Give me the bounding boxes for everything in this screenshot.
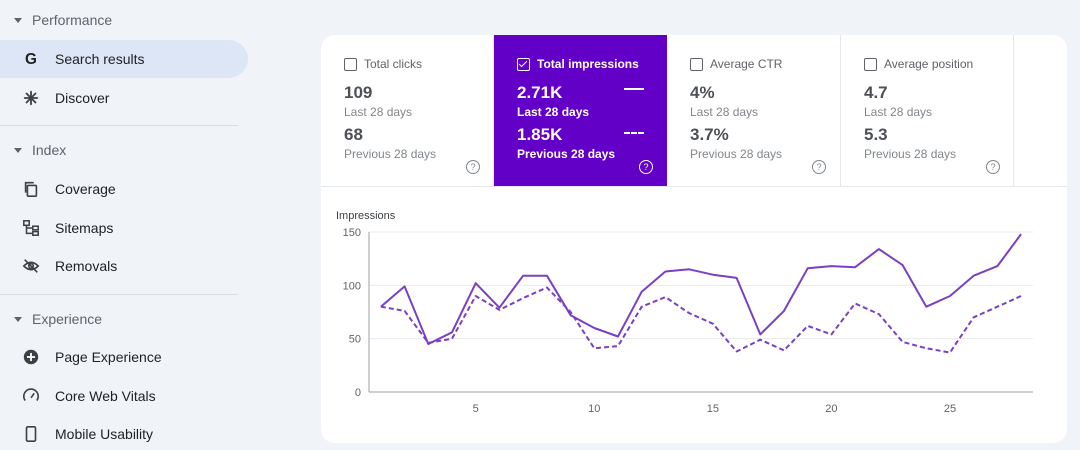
sidebar-item-core-web-vitals[interactable]: Core Web Vitals: [0, 377, 248, 415]
x-tick-label: 20: [825, 403, 837, 415]
series-line-previous: [380, 286, 1022, 354]
metric-previous-period: Previous 28 days: [690, 147, 783, 161]
y-tick-label: 100: [343, 280, 361, 292]
metric-current-value: 109: [344, 83, 373, 102]
y-tick-label: 0: [355, 387, 361, 399]
metric-label: Total impressions: [537, 57, 639, 71]
sidebar: Performance G Search results Discover In…: [0, 0, 300, 450]
metric-current-period: Last 28 days: [344, 105, 413, 119]
sidebar-item-removals[interactable]: Removals: [0, 247, 248, 285]
series: [380, 233, 1022, 354]
check-icon: [518, 58, 528, 67]
sidebar-item-label: Core Web Vitals: [55, 388, 156, 404]
metric-current-period: Last 28 days: [690, 105, 759, 119]
series-line-current: [380, 233, 1022, 345]
metric-current-value: 4%: [690, 83, 715, 102]
metric-current-period: Last 28 days: [517, 105, 590, 119]
copy-pages-icon: [21, 179, 41, 199]
metric-current-value: 2.71K: [517, 83, 563, 102]
grid: [369, 231, 1033, 393]
solid-line-legend-icon: [624, 88, 644, 90]
x-tick-label: 25: [944, 403, 956, 415]
metric-label: Average position: [884, 57, 974, 71]
metric-total-clicks[interactable]: Total clicks 109 Last 28 days 68 Previou…: [321, 35, 494, 186]
metric-current-value: 4.7: [864, 83, 888, 102]
sidebar-item-mobile-usability[interactable]: Mobile Usability: [0, 415, 248, 450]
divider: [321, 186, 1067, 187]
section-title: Performance: [32, 12, 113, 28]
phone-icon: [21, 424, 41, 444]
metric-previous-value: 3.7%: [690, 125, 729, 144]
sidebar-item-sitemaps[interactable]: Sitemaps: [0, 209, 248, 247]
sidebar-item-label: Discover: [55, 90, 110, 106]
sidebar-item-discover[interactable]: Discover: [0, 79, 248, 117]
sitemap-icon: [21, 218, 41, 238]
sidebar-item-label: Coverage: [55, 181, 116, 197]
metric-current-period: Last 28 days: [864, 105, 933, 119]
metric-previous-period: Previous 28 days: [344, 147, 437, 161]
sidebar-item-label: Search results: [55, 51, 145, 67]
metric-average-ctr[interactable]: Average CTR 4% Last 28 days 3.7% Previou…: [667, 35, 841, 186]
section-index[interactable]: Index: [0, 135, 66, 165]
sidebar-item-label: Mobile Usability: [55, 426, 154, 442]
sidebar-item-search-results[interactable]: G Search results: [0, 40, 248, 78]
asterisk-icon: [21, 88, 41, 108]
y-axis-label: Impressions: [336, 210, 396, 222]
metric-total-impressions[interactable]: Total impressions 2.71K Last 28 days 1.8…: [494, 35, 667, 186]
help-icon[interactable]: ?: [466, 160, 480, 174]
eye-off-icon: [21, 256, 41, 276]
metric-previous-value: 68: [344, 125, 363, 144]
metric-label: Total clicks: [364, 57, 423, 71]
performance-card: Total clicks 109 Last 28 days 68 Previou…: [321, 35, 1067, 443]
caret-down-icon: [14, 17, 22, 23]
sidebar-item-page-experience[interactable]: Page Experience: [0, 338, 248, 376]
checkbox[interactable]: [690, 57, 703, 71]
section-performance[interactable]: Performance: [0, 5, 112, 35]
x-tick-label: 5: [473, 403, 479, 415]
metric-previous-period: Previous 28 days: [864, 147, 957, 161]
sidebar-item-label: Removals: [55, 258, 118, 274]
help-icon[interactable]: ?: [986, 160, 1000, 174]
divider: [0, 294, 238, 295]
y-tick-label: 150: [343, 227, 361, 239]
checkbox[interactable]: [864, 57, 877, 71]
caret-down-icon: [14, 147, 22, 153]
metric-label: Average CTR: [710, 57, 783, 71]
y-tick-label: 50: [349, 334, 361, 346]
metric-previous-period: Previous 28 days: [517, 147, 616, 161]
impressions-chart[interactable]: Impressions 0 50 100 150 5 10 15 20 25: [321, 200, 1067, 443]
x-tick-label: 10: [588, 403, 600, 415]
caret-down-icon: [14, 316, 22, 322]
metric-average-position[interactable]: Average position 4.7 Last 28 days 5.3 Pr…: [841, 35, 1014, 186]
dashed-line-legend-icon: [624, 132, 644, 134]
divider: [0, 125, 238, 126]
section-title: Index: [32, 142, 67, 158]
google-g-icon: G: [21, 49, 41, 69]
sidebar-item-coverage[interactable]: Coverage: [0, 170, 248, 208]
checkbox[interactable]: [344, 57, 357, 71]
svg-text:G: G: [25, 51, 37, 68]
metric-previous-value: 5.3: [864, 125, 888, 144]
section-title: Experience: [32, 311, 103, 327]
checkbox-checked[interactable]: [517, 57, 530, 71]
help-icon[interactable]: ?: [812, 160, 826, 174]
help-icon[interactable]: ?: [639, 160, 653, 174]
metric-previous-value: 1.85K: [517, 125, 563, 144]
axes: 0 50 100 150 5 10 15 20 25: [343, 227, 956, 415]
sidebar-item-label: Page Experience: [55, 349, 162, 365]
sidebar-item-label: Sitemaps: [55, 220, 114, 236]
section-experience[interactable]: Experience: [0, 304, 102, 334]
gauge-icon: [21, 386, 41, 406]
plus-circle-icon: [21, 347, 41, 367]
x-tick-label: 15: [707, 403, 719, 415]
